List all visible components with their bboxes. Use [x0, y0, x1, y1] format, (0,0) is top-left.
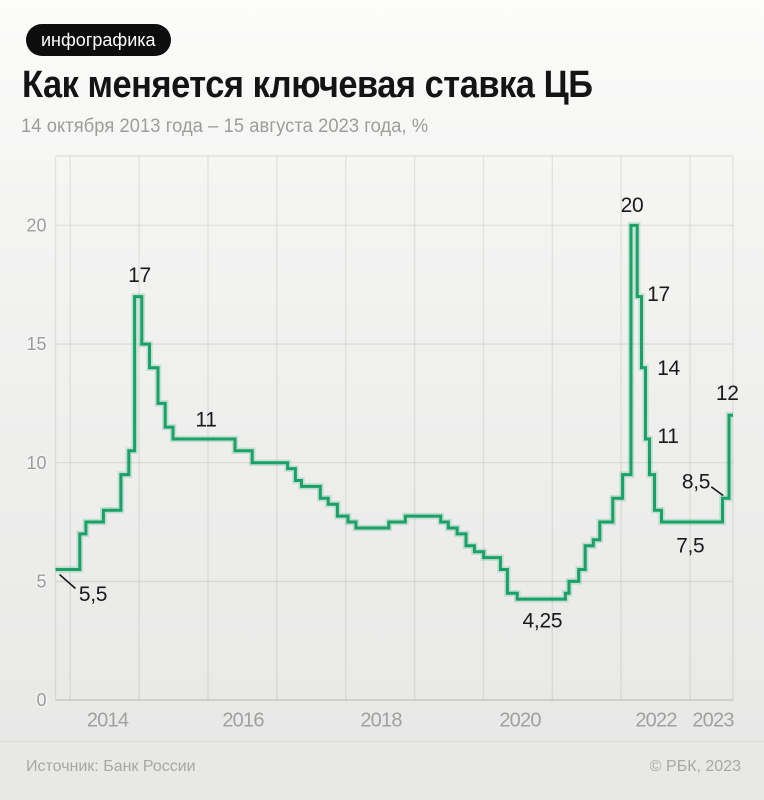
svg-text:5,5: 5,5	[79, 583, 107, 606]
svg-text:2018: 2018	[360, 710, 402, 732]
svg-text:5: 5	[36, 572, 46, 592]
svg-text:7,5: 7,5	[676, 535, 704, 558]
svg-text:0: 0	[36, 690, 46, 710]
svg-text:11: 11	[195, 409, 216, 432]
svg-text:8,5: 8,5	[682, 471, 710, 494]
svg-text:12: 12	[716, 382, 739, 405]
svg-text:17: 17	[647, 283, 670, 306]
svg-text:10: 10	[26, 453, 46, 473]
svg-text:17: 17	[128, 264, 151, 287]
svg-text:4,25: 4,25	[523, 610, 563, 633]
svg-text:2020: 2020	[499, 710, 541, 732]
svg-text:2023: 2023	[692, 710, 734, 732]
svg-text:2014: 2014	[87, 710, 129, 732]
svg-text:2022: 2022	[635, 710, 677, 732]
svg-text:15: 15	[26, 334, 46, 354]
svg-text:11: 11	[657, 425, 678, 448]
svg-text:14: 14	[657, 357, 680, 380]
svg-text:20: 20	[621, 194, 644, 217]
svg-text:2016: 2016	[222, 710, 264, 732]
svg-text:20: 20	[26, 216, 46, 236]
